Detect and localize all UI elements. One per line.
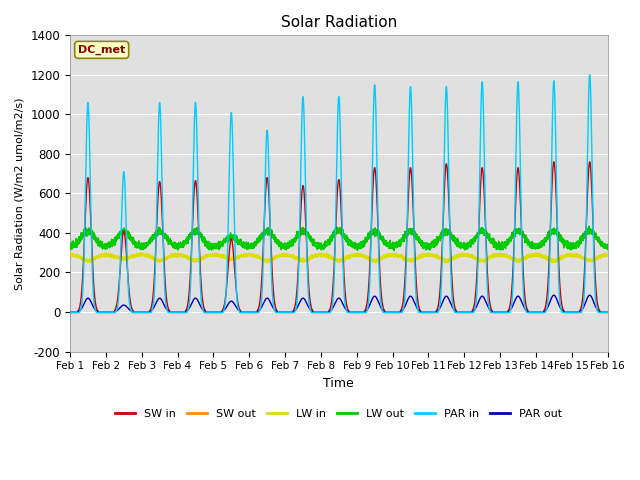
- Title: Solar Radiation: Solar Radiation: [281, 15, 397, 30]
- X-axis label: Time: Time: [323, 377, 354, 390]
- Y-axis label: Solar Radiation (W/m2 umol/m2/s): Solar Radiation (W/m2 umol/m2/s): [15, 97, 25, 289]
- Legend: SW in, SW out, LW in, LW out, PAR in, PAR out: SW in, SW out, LW in, LW out, PAR in, PA…: [111, 405, 566, 423]
- Text: DC_met: DC_met: [78, 45, 125, 55]
